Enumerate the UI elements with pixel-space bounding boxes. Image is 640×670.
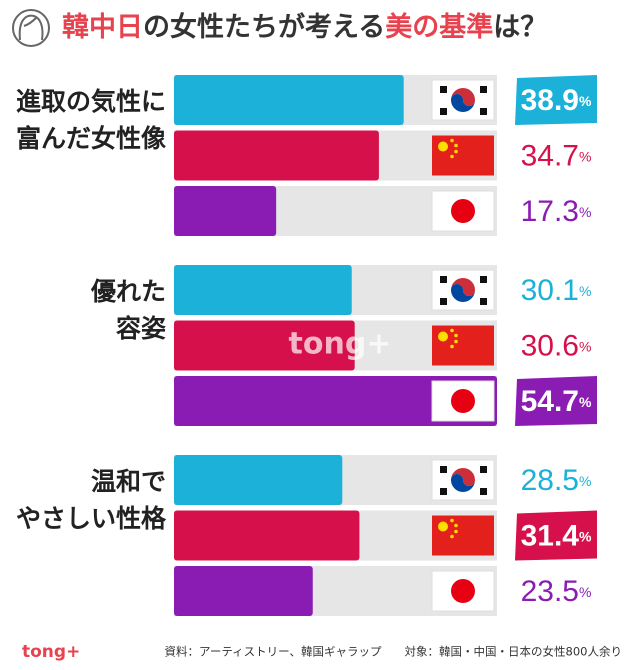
bar (174, 510, 360, 561)
value-highlight (515, 75, 597, 125)
flag-trigram (440, 276, 447, 283)
flag-sun (451, 389, 475, 413)
flag-star (450, 154, 454, 159)
flag-trigram (440, 86, 447, 93)
flag (432, 325, 494, 366)
value-label: 30.1% (521, 274, 592, 307)
value-highlight (515, 376, 597, 426)
flag-taeguk-red (451, 468, 475, 486)
flag-trigram (440, 108, 447, 115)
flag-star (454, 339, 458, 344)
chart-title: 韓中日の女性たちが考える美の基準は？ (62, 11, 547, 43)
value-unit: % (579, 584, 591, 600)
source: 資料：アーティストリー、韓国ギャラップ 対象：韓国・中国・日本の女性800人余り (165, 645, 622, 659)
flag-star (454, 149, 458, 154)
flag-bg (432, 135, 494, 176)
flag-star (438, 521, 448, 532)
category-label: 温和で (91, 467, 166, 496)
value-unit: % (579, 394, 592, 410)
bar (174, 265, 352, 315)
flag-star (438, 141, 448, 152)
flag-star (454, 529, 458, 534)
title-part: は？ (493, 12, 547, 43)
value-highlight (515, 510, 597, 561)
flag (431, 380, 495, 422)
category-label: 富んだ女性像 (16, 124, 166, 153)
value-label: 23.5% (521, 575, 592, 608)
flag-taeguk-blue (451, 474, 475, 492)
bar (174, 130, 379, 181)
logo: tong+ (22, 642, 80, 662)
bar (174, 320, 355, 371)
flag-trigram (440, 298, 447, 305)
watermark: tong+ (289, 327, 392, 362)
flag-sun (451, 199, 475, 223)
flag (431, 570, 495, 612)
flag-sun (451, 579, 475, 603)
flag-trigram (480, 86, 487, 93)
flag-trigram (480, 298, 487, 305)
value-unit: % (579, 204, 591, 220)
flag (431, 79, 495, 121)
flag-bg (432, 515, 494, 556)
flag (432, 135, 494, 176)
category-label: 優れた (90, 277, 166, 306)
flag-bg (432, 325, 494, 366)
bar (174, 186, 277, 236)
category-label: やさしい性格 (16, 504, 167, 533)
flag-trigram (480, 108, 487, 115)
flag-trigram (480, 488, 487, 495)
flag-star (450, 344, 454, 349)
value-label: 28.5% (521, 464, 592, 497)
flag-star (450, 518, 454, 523)
value-unit: % (579, 338, 591, 354)
flag (432, 515, 494, 556)
flag-star (450, 328, 454, 333)
bar (174, 566, 313, 616)
flag-bg (431, 380, 495, 422)
value-label: 17.3% (521, 195, 592, 228)
flag-star (454, 523, 458, 528)
flag (431, 459, 495, 501)
value-unit: % (579, 528, 592, 544)
flag (431, 269, 495, 311)
category-label: 進取の気性に (16, 87, 166, 116)
flag-taeguk-blue (451, 284, 475, 302)
value-unit: % (579, 148, 591, 164)
header-icon (12, 9, 50, 47)
flag-star (450, 138, 454, 143)
title-part: 韓中日 (62, 12, 143, 43)
value-unit: % (579, 93, 592, 109)
category-label: 容姿 (116, 314, 166, 343)
value-label: 30.6% (521, 329, 592, 362)
flag-star (450, 534, 454, 539)
bar (174, 75, 404, 125)
flag (431, 190, 495, 232)
bar (174, 455, 343, 505)
flag-taeguk-blue (451, 94, 475, 112)
value-unit: % (579, 473, 591, 489)
flag-taeguk-red (451, 88, 475, 106)
bar (174, 376, 497, 426)
title-part: 美の基準 (385, 11, 493, 43)
flag-star (454, 143, 458, 148)
flag-trigram (480, 276, 487, 283)
flag-taeguk-red (451, 278, 475, 296)
title-part: の女性たちが考える (143, 11, 385, 43)
value-label: 34.7% (521, 139, 592, 172)
flag-star (438, 331, 448, 342)
value-unit: % (579, 283, 591, 299)
flag-trigram (440, 466, 447, 473)
flag-trigram (480, 466, 487, 473)
flag-star (454, 333, 458, 338)
flag-trigram (440, 488, 447, 495)
